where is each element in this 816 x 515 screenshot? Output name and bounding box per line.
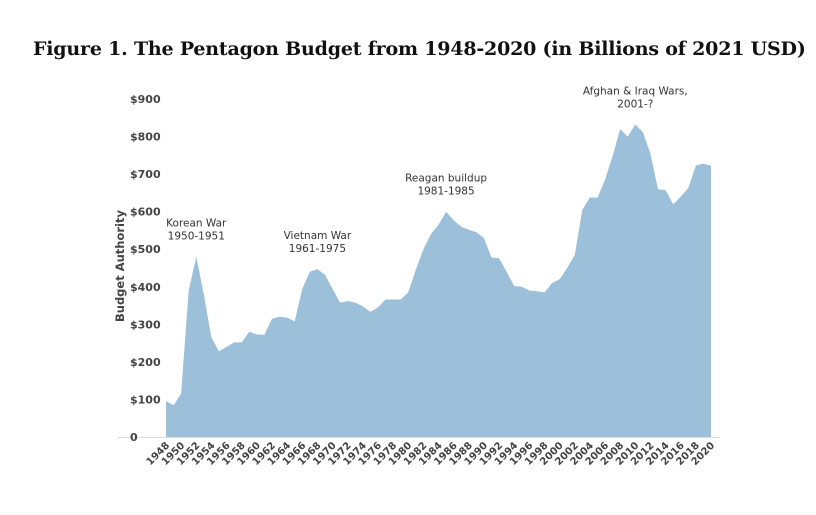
y-tick-label: $700 [130, 168, 161, 181]
y-tick-label: $500 [130, 243, 161, 256]
annotation-label: 1950-1951 [168, 231, 225, 243]
y-tick-label: $400 [130, 281, 161, 294]
y-tick-label: $200 [130, 356, 161, 369]
annotation-label: Vietnam War [284, 230, 352, 242]
y-tick-label: $300 [130, 318, 161, 331]
annotation-label: Reagan buildup [405, 173, 487, 185]
y-tick-label: $900 [130, 93, 161, 106]
chart-title: Figure 1. The Pentagon Budget from 1948-… [33, 38, 806, 60]
y-tick-label: $100 [130, 393, 161, 406]
annotation-label: 1981-1985 [417, 186, 474, 198]
y-tick-label: $800 [130, 131, 161, 144]
annotation-label: Afghan & Iraq Wars, [583, 86, 688, 98]
y-axis-label: Budget Authority [113, 210, 127, 322]
y-tick-label: $600 [130, 206, 161, 219]
area-series [166, 124, 711, 437]
y-tick-label: 0 [130, 431, 138, 444]
annotation-label: 1961-1975 [289, 243, 346, 255]
annotation-label: Korean War [166, 218, 227, 230]
annotation-label: 2001-? [617, 99, 653, 111]
